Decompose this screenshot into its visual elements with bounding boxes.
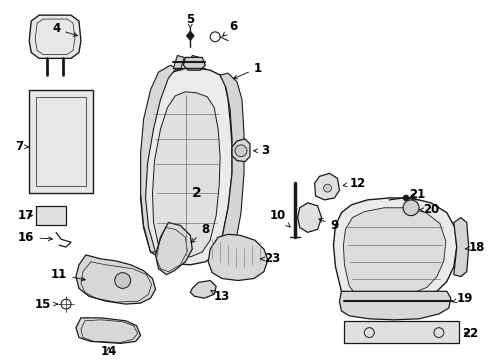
Polygon shape bbox=[36, 206, 66, 225]
Polygon shape bbox=[314, 174, 339, 200]
Circle shape bbox=[402, 195, 408, 201]
Circle shape bbox=[402, 200, 418, 216]
Polygon shape bbox=[343, 208, 445, 296]
Text: 13: 13 bbox=[210, 290, 230, 303]
Text: 17: 17 bbox=[18, 209, 34, 222]
Text: 4: 4 bbox=[52, 22, 77, 36]
Polygon shape bbox=[208, 234, 267, 280]
Polygon shape bbox=[173, 55, 184, 70]
Text: 5: 5 bbox=[186, 13, 194, 28]
Polygon shape bbox=[220, 73, 244, 257]
Text: 10: 10 bbox=[269, 209, 289, 227]
Polygon shape bbox=[141, 65, 176, 252]
Text: 9: 9 bbox=[318, 219, 338, 232]
Polygon shape bbox=[76, 255, 155, 304]
Polygon shape bbox=[188, 55, 199, 70]
Polygon shape bbox=[186, 31, 194, 41]
Polygon shape bbox=[76, 318, 141, 343]
Text: 3: 3 bbox=[253, 144, 268, 157]
Polygon shape bbox=[344, 321, 458, 343]
Polygon shape bbox=[190, 280, 216, 298]
Polygon shape bbox=[152, 92, 220, 257]
Text: 22: 22 bbox=[462, 327, 478, 340]
Polygon shape bbox=[333, 198, 456, 301]
Circle shape bbox=[235, 145, 246, 157]
Polygon shape bbox=[339, 291, 450, 320]
Text: 7: 7 bbox=[15, 140, 29, 153]
Text: 20: 20 bbox=[419, 203, 438, 216]
Text: 21: 21 bbox=[408, 188, 424, 201]
Polygon shape bbox=[29, 90, 93, 193]
Text: 18: 18 bbox=[465, 240, 484, 253]
Circle shape bbox=[323, 184, 331, 192]
Polygon shape bbox=[29, 15, 81, 58]
Text: 23: 23 bbox=[260, 252, 280, 265]
Text: 6: 6 bbox=[223, 21, 237, 36]
Text: 11: 11 bbox=[51, 268, 85, 281]
Text: 16: 16 bbox=[18, 231, 52, 244]
Polygon shape bbox=[155, 222, 192, 275]
Polygon shape bbox=[297, 203, 321, 232]
Polygon shape bbox=[183, 57, 205, 70]
Polygon shape bbox=[232, 139, 249, 162]
Text: 12: 12 bbox=[343, 177, 365, 190]
Text: 14: 14 bbox=[101, 345, 117, 358]
Text: 15: 15 bbox=[35, 298, 57, 311]
Circle shape bbox=[115, 273, 130, 288]
Text: 2: 2 bbox=[191, 186, 201, 200]
Text: 19: 19 bbox=[452, 292, 472, 305]
Polygon shape bbox=[453, 217, 468, 276]
Text: 1: 1 bbox=[233, 62, 262, 79]
Text: 8: 8 bbox=[191, 223, 209, 243]
Polygon shape bbox=[141, 68, 232, 265]
